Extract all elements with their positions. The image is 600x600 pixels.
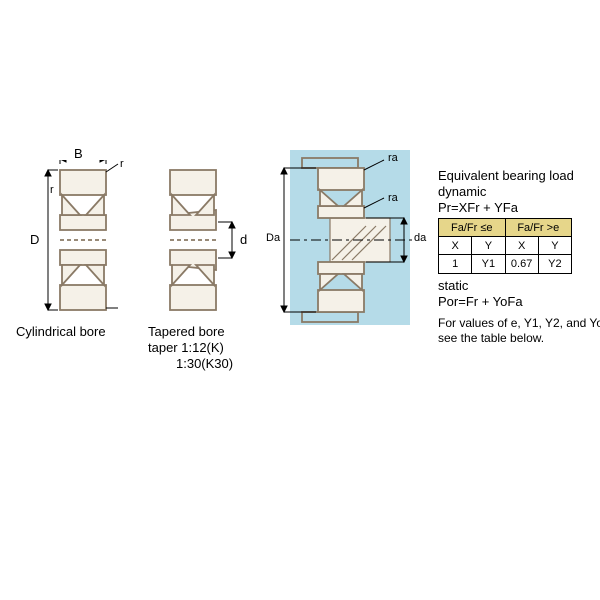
th-y1: Y bbox=[472, 237, 505, 255]
fig2-label3: 1:30(K30) bbox=[176, 356, 233, 371]
load-table: Fa/Fr ≤e Fa/Fr >e X Y X Y 1 Y1 0.67 Y2 bbox=[438, 218, 572, 274]
td-1: 1 bbox=[439, 255, 472, 273]
dim-Da: Da bbox=[266, 232, 280, 244]
dim-ra-bot: ra bbox=[388, 192, 398, 204]
dim-B: B bbox=[74, 146, 83, 161]
fig2-label2: taper 1:12(K) bbox=[148, 340, 224, 355]
dim-D: D bbox=[30, 232, 39, 247]
dim-d: d bbox=[240, 232, 247, 247]
text-t2: dynamic bbox=[438, 184, 486, 199]
dim-da: da bbox=[414, 232, 426, 244]
td-y2: Y2 bbox=[539, 255, 571, 273]
text-t5: Por=Fr + YoFa bbox=[438, 294, 523, 309]
fig-cylindrical bbox=[18, 160, 138, 340]
fig2-label1: Tapered bore bbox=[148, 324, 225, 339]
fig-tapered bbox=[148, 160, 258, 340]
th-right: Fa/Fr >e bbox=[506, 219, 572, 237]
th-y2: Y bbox=[539, 237, 571, 255]
th-x1: X bbox=[439, 237, 472, 255]
dim-r-top: r bbox=[120, 158, 124, 170]
text-t1: Equivalent bearing load bbox=[438, 168, 574, 183]
th-left: Fa/Fr ≤e bbox=[439, 219, 506, 237]
fig1-label: Cylindrical bore bbox=[16, 324, 106, 339]
text-t4: static bbox=[438, 278, 468, 293]
td-067: 0.67 bbox=[506, 255, 539, 273]
dim-ra-top: ra bbox=[388, 152, 398, 164]
td-y1: Y1 bbox=[472, 255, 505, 273]
dim-r-bot: r bbox=[50, 184, 54, 196]
fig-assembly bbox=[266, 140, 426, 340]
text-t3: Pr=XFr + YFa bbox=[438, 200, 518, 215]
text-t7: see the table below. bbox=[438, 331, 544, 345]
text-t6: For values of e, Y1, Y2, and Yo bbox=[438, 316, 600, 330]
th-x2: X bbox=[506, 237, 539, 255]
